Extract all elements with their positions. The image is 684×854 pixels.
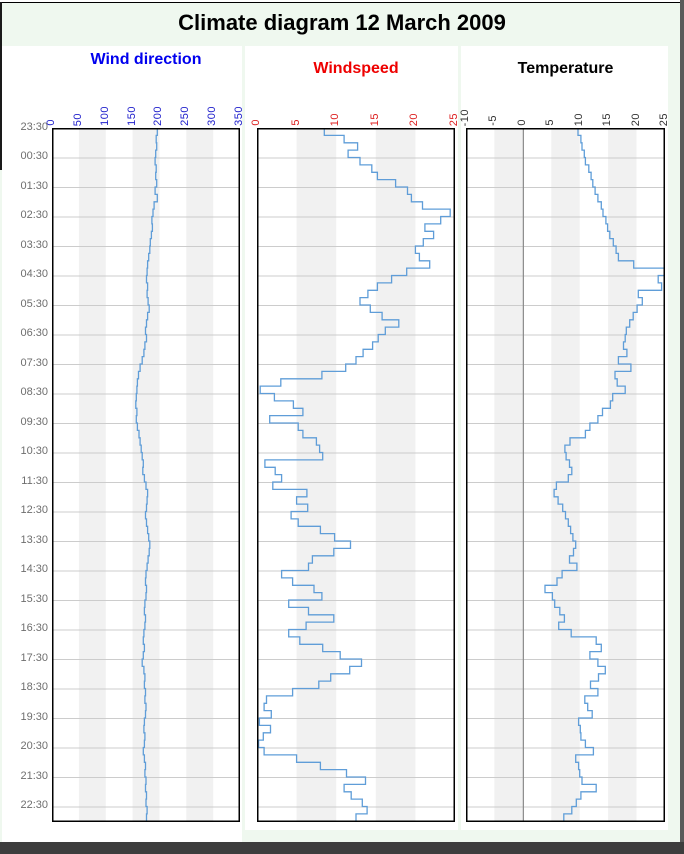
window-border-left: [0, 2, 2, 170]
x-axis-tick-label: -5: [487, 115, 500, 126]
time-label: 14:30: [20, 563, 48, 575]
x-axis-tick-label: 15: [601, 112, 614, 126]
time-label: 20:30: [20, 740, 48, 752]
temperature-plot: [466, 128, 665, 822]
x-axis-tick-label: 15: [368, 112, 381, 126]
plot-border: [257, 128, 455, 822]
x-axis-tick-label: 350: [233, 106, 245, 126]
window-statusbar: [0, 842, 684, 854]
x-axis-tick-label: 20: [629, 112, 642, 126]
time-label: 11:30: [21, 474, 48, 487]
time-label: 02:30: [20, 209, 48, 221]
time-label: 05:30: [20, 297, 48, 310]
x-axis-tick-label: 100: [98, 106, 111, 126]
x-axis-tick-label: 10: [329, 112, 342, 126]
time-label: 23:30: [20, 120, 48, 133]
time-label: 19:30: [20, 710, 48, 723]
plot-border: [466, 128, 665, 822]
windspeed-plot: [257, 128, 455, 822]
windspeed-chart-block: [245, 46, 458, 830]
x-axis-tick-label: 50: [71, 112, 84, 126]
x-axis-tick-label: 0: [515, 119, 528, 126]
x-axis-tick-label: 200: [152, 106, 165, 126]
time-label: 09:30: [20, 415, 48, 428]
wind-direction-title: Wind direction: [90, 51, 202, 68]
x-axis-tick-label: 5: [289, 119, 302, 126]
time-label: 06:30: [20, 327, 48, 339]
time-label: 13:30: [20, 533, 48, 546]
temperature-title: Temperature: [517, 60, 614, 77]
time-label: 04:30: [20, 268, 48, 280]
time-label: 17:30: [20, 651, 48, 664]
x-axis-tick-label: 300: [206, 106, 219, 126]
wind-direction-plot: [52, 128, 240, 822]
step-line: [257, 128, 451, 822]
time-label: 16:30: [20, 622, 48, 634]
step-line: [544, 128, 665, 822]
time-label: 22:30: [20, 799, 48, 811]
x-axis-tick-label: 5: [544, 119, 557, 126]
time-label: 03:30: [20, 238, 48, 251]
window-top-margin: [0, 0, 684, 2]
x-axis-tick-label: 25: [658, 112, 670, 126]
window-border-right: [680, 0, 684, 842]
time-label: 10:30: [20, 445, 48, 457]
plot-border: [52, 128, 240, 822]
page-title: Climate diagram 12 March 2009: [178, 10, 506, 35]
step-line: [135, 128, 158, 822]
time-label: 07:30: [20, 356, 48, 369]
time-label: 01:30: [20, 179, 48, 192]
x-axis-tick-label: 150: [125, 106, 138, 126]
x-axis-tick-label: -10: [459, 108, 471, 126]
time-label: 15:30: [20, 592, 48, 605]
x-axis-tick-label: 10: [572, 112, 585, 126]
x-axis-tick-label: 250: [179, 106, 192, 126]
time-label: 08:30: [20, 386, 48, 398]
x-axis-tick-label: 20: [408, 112, 421, 126]
windspeed-title: Windspeed: [313, 60, 399, 77]
time-label: 21:30: [20, 769, 48, 782]
time-label: 12:30: [20, 504, 48, 516]
time-label: 00:30: [20, 150, 48, 162]
window-border-top: [0, 2, 681, 3]
time-label: 18:30: [20, 681, 48, 693]
x-axis-tick-label: 0: [250, 119, 262, 126]
